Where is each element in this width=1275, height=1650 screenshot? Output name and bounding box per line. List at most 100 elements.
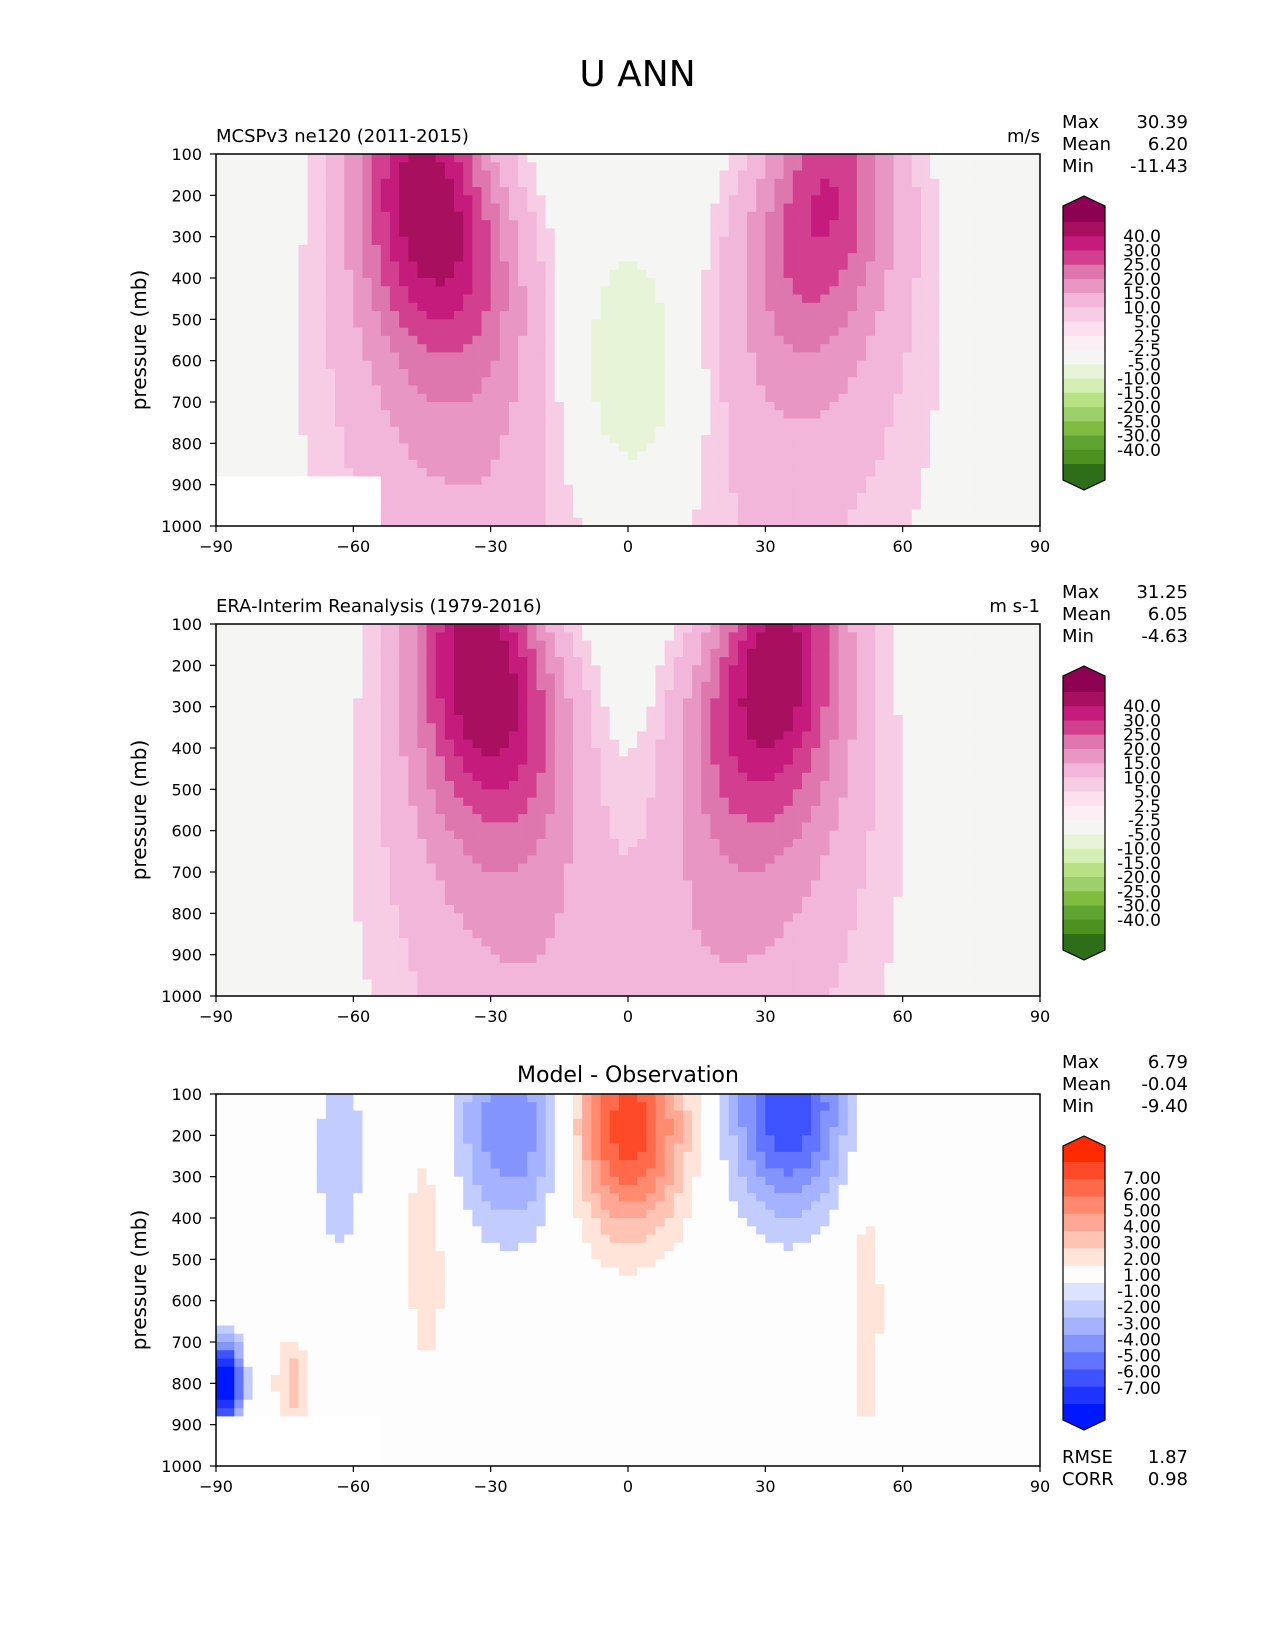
contour-cell bbox=[600, 673, 611, 683]
contour-cell bbox=[756, 170, 766, 180]
contour-cell bbox=[975, 162, 986, 172]
contour-cell bbox=[463, 484, 473, 494]
contour-cell bbox=[737, 501, 748, 511]
contour-cell bbox=[719, 228, 730, 238]
contour-cell bbox=[728, 368, 739, 378]
contour-cell bbox=[728, 335, 739, 345]
contour-cell bbox=[939, 501, 950, 511]
contour-cell bbox=[527, 170, 538, 180]
contour-cell bbox=[298, 385, 309, 395]
contour-cell bbox=[335, 402, 345, 411]
contour-cell bbox=[408, 443, 419, 453]
contour-cell bbox=[957, 418, 968, 428]
contour-cell bbox=[399, 640, 409, 650]
contour-cell bbox=[234, 681, 245, 691]
contour-cell bbox=[975, 501, 986, 511]
contour-cell bbox=[820, 335, 831, 345]
contour-cell bbox=[801, 162, 812, 172]
contour-cell bbox=[902, 632, 913, 642]
contour-cell bbox=[628, 278, 638, 287]
contour-cell bbox=[920, 393, 931, 403]
contour-cell bbox=[902, 344, 913, 353]
contour-cell bbox=[930, 377, 940, 387]
contour-cell bbox=[792, 211, 803, 221]
contour-cell bbox=[216, 640, 226, 650]
contour-cell bbox=[481, 286, 492, 296]
contour-cell bbox=[270, 393, 281, 403]
contour-cell bbox=[444, 228, 455, 238]
contour-cell bbox=[682, 302, 693, 312]
contour-cell bbox=[875, 673, 885, 683]
contour-cell bbox=[664, 368, 675, 378]
contour-cell bbox=[563, 648, 574, 658]
contour-cell bbox=[508, 509, 519, 519]
contour-cell bbox=[225, 476, 235, 486]
contour-cell bbox=[829, 690, 840, 699]
contour-cell bbox=[618, 178, 629, 188]
contour-cell bbox=[481, 632, 492, 642]
contour-cell bbox=[353, 178, 364, 188]
contour-cell bbox=[362, 344, 373, 353]
contour-cell bbox=[994, 236, 1004, 246]
contour-cell bbox=[234, 162, 245, 172]
contour-cell bbox=[399, 459, 409, 469]
contour-cell bbox=[234, 492, 245, 502]
contour-cell bbox=[847, 187, 858, 196]
contour-cell bbox=[829, 648, 840, 658]
contour-cell bbox=[618, 393, 629, 403]
contour-cell bbox=[618, 665, 629, 675]
contour-cell bbox=[911, 278, 922, 287]
contour-cell bbox=[518, 435, 528, 444]
contour-cell bbox=[408, 368, 419, 378]
contour-cell bbox=[582, 640, 592, 650]
contour-cell bbox=[499, 368, 510, 378]
x-tick-label: 90 bbox=[1030, 537, 1050, 556]
contour-cell bbox=[527, 632, 538, 642]
contour-cell bbox=[774, 244, 785, 254]
contour-cell bbox=[399, 211, 409, 221]
contour-cell bbox=[801, 418, 812, 428]
contour-cell bbox=[389, 203, 400, 213]
contour-cell bbox=[609, 236, 620, 246]
contour-cell bbox=[298, 195, 309, 205]
contour-cell bbox=[527, 344, 538, 353]
contour-cell bbox=[426, 335, 437, 345]
contour-cell bbox=[774, 385, 785, 395]
contour-cell bbox=[380, 509, 391, 519]
contour-cell bbox=[591, 698, 602, 708]
contour-cell bbox=[518, 410, 528, 420]
contour-cell bbox=[737, 278, 748, 287]
contour-cell bbox=[737, 261, 748, 271]
contour-cell bbox=[252, 451, 263, 461]
contour-cell bbox=[884, 484, 895, 494]
contour-cell bbox=[994, 492, 1004, 502]
contour-cell bbox=[994, 203, 1004, 213]
contour-cell bbox=[435, 187, 446, 196]
contour-cell bbox=[344, 269, 354, 279]
contour-cell bbox=[298, 443, 309, 453]
contour-cell bbox=[344, 681, 354, 691]
contour-cell bbox=[380, 492, 391, 502]
contour-cell bbox=[710, 162, 721, 172]
contour-cell bbox=[316, 327, 327, 337]
contour-cell bbox=[692, 352, 702, 362]
contour-cell bbox=[289, 360, 299, 370]
contour-cell bbox=[820, 402, 831, 411]
contour-cell bbox=[609, 468, 620, 477]
contour-cell bbox=[856, 236, 867, 246]
contour-cell bbox=[847, 319, 858, 329]
contour-cell bbox=[325, 294, 336, 304]
contour-cell bbox=[628, 657, 638, 666]
contour-cell bbox=[856, 468, 867, 477]
contour-cell bbox=[838, 393, 849, 403]
contour-cell bbox=[939, 269, 950, 279]
contour-cell bbox=[1030, 286, 1041, 296]
contour-cell bbox=[417, 368, 428, 378]
contour-cell bbox=[1003, 476, 1014, 486]
contour-cell bbox=[985, 402, 995, 411]
contour-cell bbox=[270, 278, 281, 287]
colorbar-swatch bbox=[1063, 407, 1105, 422]
contour-cell bbox=[902, 673, 913, 683]
contour-cell bbox=[225, 648, 235, 658]
x-tick-label: 0 bbox=[623, 537, 633, 556]
